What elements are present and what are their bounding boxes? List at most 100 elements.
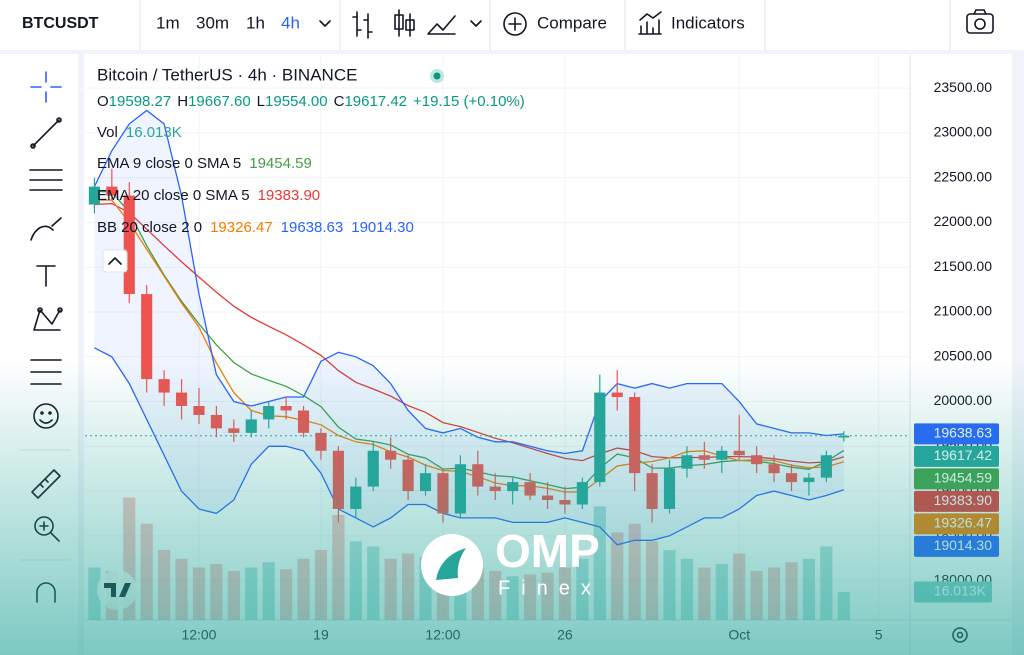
candle-body xyxy=(228,428,240,433)
price-tag-label: 19014.30 xyxy=(934,537,993,553)
candle-body xyxy=(698,455,710,460)
interval[interactable]: 1h xyxy=(246,13,265,32)
candle-body xyxy=(245,419,257,433)
interval[interactable]: 1m xyxy=(156,13,180,32)
indicator-legend: BB 20 close 2 0 19326.47 19638.63 19014.30 xyxy=(97,219,414,236)
collapse-arrow[interactable] xyxy=(108,257,122,265)
indicator-name: BB 20 close 2 0 xyxy=(97,219,202,236)
volume-bar xyxy=(820,546,833,620)
candle-body xyxy=(193,405,205,415)
candle-body xyxy=(263,405,275,420)
candle-style-icon[interactable] xyxy=(394,9,415,37)
candle-body xyxy=(106,186,118,196)
candle-body xyxy=(489,486,501,492)
watermark-logo-mark xyxy=(436,548,466,580)
volume-bar xyxy=(210,564,223,620)
y-tick-label: 23000.00 xyxy=(934,124,993,140)
candle-body xyxy=(158,379,170,393)
compare-icon[interactable] xyxy=(503,12,527,36)
chart-title: Bitcoin / TetherUS · 4h · BINANCE xyxy=(97,65,357,84)
candle-body xyxy=(419,473,432,492)
volume-bar xyxy=(314,550,328,620)
price-tag-label: 19383.90 xyxy=(934,492,993,508)
ohlc-value: 19667.60 xyxy=(188,93,251,110)
ohlc-label: O xyxy=(97,93,109,110)
indicator-name: EMA 20 close 0 SMA 5 xyxy=(97,187,250,204)
candle-body xyxy=(838,435,850,438)
symbol[interactable]: BTCUSDT xyxy=(22,15,99,32)
volume-bar xyxy=(245,567,258,620)
volume-bar xyxy=(785,562,798,620)
candle-body xyxy=(332,450,344,509)
ohlc-label: H xyxy=(177,93,188,110)
interval-active[interactable]: 4h xyxy=(281,13,300,32)
y-tick-label: 23500.00 xyxy=(934,79,993,95)
candle-body xyxy=(367,450,379,487)
volume-bar xyxy=(645,541,659,620)
candle-body xyxy=(402,459,414,492)
bar-style-icon[interactable] xyxy=(352,11,373,39)
candle-body xyxy=(559,500,571,505)
candle-body xyxy=(175,392,188,406)
y-tick-label: 21500.00 xyxy=(934,258,993,274)
interval-dropdown[interactable] xyxy=(319,20,331,27)
watermark-sub: Finex xyxy=(498,577,602,599)
candle-body xyxy=(350,486,362,509)
volume-bar xyxy=(297,558,310,620)
candle-body xyxy=(541,495,554,501)
candle-body xyxy=(385,450,397,460)
tv-logo xyxy=(97,570,137,610)
volume-bar xyxy=(715,564,728,620)
candle-body xyxy=(437,473,449,514)
volume-bar xyxy=(227,571,240,620)
volume-tag-label: 16.013K xyxy=(934,583,987,599)
volume-bar xyxy=(733,553,746,620)
market-status-dot xyxy=(433,72,441,80)
style-dropdown[interactable] xyxy=(470,20,482,27)
indicators-button[interactable]: Indicators xyxy=(671,13,745,32)
ohlc-label: C xyxy=(334,93,345,110)
ohlc-change: +19.15 (+0.10%) xyxy=(413,93,525,110)
interval[interactable]: 30m xyxy=(196,13,229,32)
watermark-brand: OMP xyxy=(495,525,600,577)
candle-body xyxy=(141,294,153,380)
candle-body xyxy=(646,473,658,509)
volume-bar xyxy=(158,550,171,620)
volume-legend: Vol 16.013K xyxy=(97,124,182,141)
ohlc-value: 19554.00 xyxy=(265,93,328,110)
snapshot-icon[interactable] xyxy=(966,9,994,34)
candle-body xyxy=(716,450,728,460)
x-tick-label: 26 xyxy=(557,627,573,643)
candle-body xyxy=(297,410,310,433)
volume-bar xyxy=(767,567,781,620)
candle-body xyxy=(785,473,798,483)
area-style-icon[interactable] xyxy=(427,15,456,35)
indicator-value: 19383.90 xyxy=(258,187,321,204)
candle-body xyxy=(594,392,606,483)
collapse-legend[interactable] xyxy=(102,249,128,273)
candle-body xyxy=(681,455,693,469)
volume-bar xyxy=(750,571,763,620)
price-tag-label: 19638.63 xyxy=(934,425,993,441)
candle-body xyxy=(663,468,676,509)
indicators-icon[interactable] xyxy=(638,11,662,35)
candle-body xyxy=(88,186,100,205)
compare-button[interactable]: Compare xyxy=(537,13,607,32)
y-tick-label: 22500.00 xyxy=(934,168,993,184)
volume-bar xyxy=(384,558,397,620)
x-tick-label: 19 xyxy=(313,627,329,643)
candle-body xyxy=(454,464,466,514)
volume-name: Vol xyxy=(97,124,118,141)
candle-body xyxy=(751,455,763,465)
candle-body xyxy=(629,397,641,474)
ohlc-value: 19617.42 xyxy=(344,93,407,110)
toolbar-separators xyxy=(139,0,951,50)
candle-body xyxy=(210,414,222,429)
indicator-value: 19326.47 xyxy=(210,219,273,236)
x-tick-label: Oct xyxy=(728,627,750,643)
x-tick-label: 5 xyxy=(875,627,883,643)
volume-bar xyxy=(332,515,345,620)
ohlc-value: 19598.27 xyxy=(109,93,172,110)
